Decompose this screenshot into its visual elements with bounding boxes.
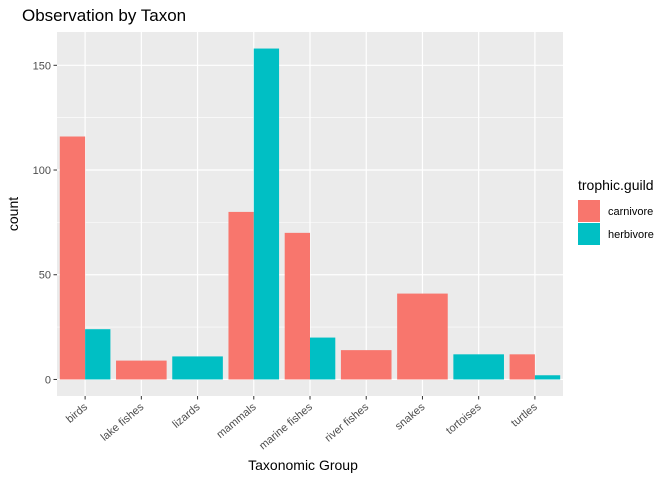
- bars: [59, 48, 561, 380]
- bar-snakes-carnivore: [397, 293, 448, 380]
- y-tick-label: 150: [33, 60, 51, 72]
- bar-marine-fishes-carnivore: [284, 232, 310, 380]
- y-axis: 0 50 100 150: [33, 60, 57, 386]
- legend: trophic.guild carnivore herbivore: [578, 177, 654, 245]
- legend-key-herbivore: [578, 223, 600, 245]
- x-tick-label: lizards: [170, 401, 202, 431]
- x-tick-label: lake fishes: [99, 401, 147, 444]
- chart-title: Observation by Taxon: [22, 6, 186, 25]
- bar-marine-fishes-herbivore: [310, 337, 336, 380]
- bar-birds-herbivore: [85, 329, 111, 380]
- bar-river-fishes-carnivore: [340, 350, 392, 380]
- bar-tortoises-herbivore: [453, 354, 504, 380]
- x-axis-label: Taxonomic Group: [248, 457, 358, 473]
- x-tick-label: river fishes: [323, 401, 372, 445]
- x-tick-label: tortoises: [444, 401, 484, 437]
- x-tick-label: mammals: [214, 401, 259, 441]
- legend-label-herbivore: herbivore: [608, 229, 654, 241]
- legend-title: trophic.guild: [578, 177, 654, 193]
- x-tick-label: snakes: [393, 401, 428, 433]
- y-tick-label: 0: [45, 374, 51, 386]
- y-tick-label: 100: [33, 165, 51, 177]
- bar-turtles-herbivore: [534, 375, 561, 380]
- y-tick-label: 50: [39, 270, 51, 282]
- x-tick-label: turtles: [509, 401, 540, 430]
- x-tick-label: marine fishes: [257, 401, 315, 453]
- legend-label-carnivore: carnivore: [608, 206, 653, 218]
- bar-mammals-carnivore: [228, 211, 254, 380]
- y-axis-label: count: [5, 197, 21, 231]
- bar-lake-fishes-carnivore: [116, 360, 167, 380]
- bar-lizards-herbivore: [172, 356, 223, 380]
- bar-birds-carnivore: [59, 136, 86, 380]
- bar-mammals-herbivore: [253, 48, 280, 380]
- legend-key-carnivore: [578, 200, 600, 222]
- bar-turtles-carnivore: [509, 354, 535, 380]
- x-tick-label: birds: [64, 401, 90, 426]
